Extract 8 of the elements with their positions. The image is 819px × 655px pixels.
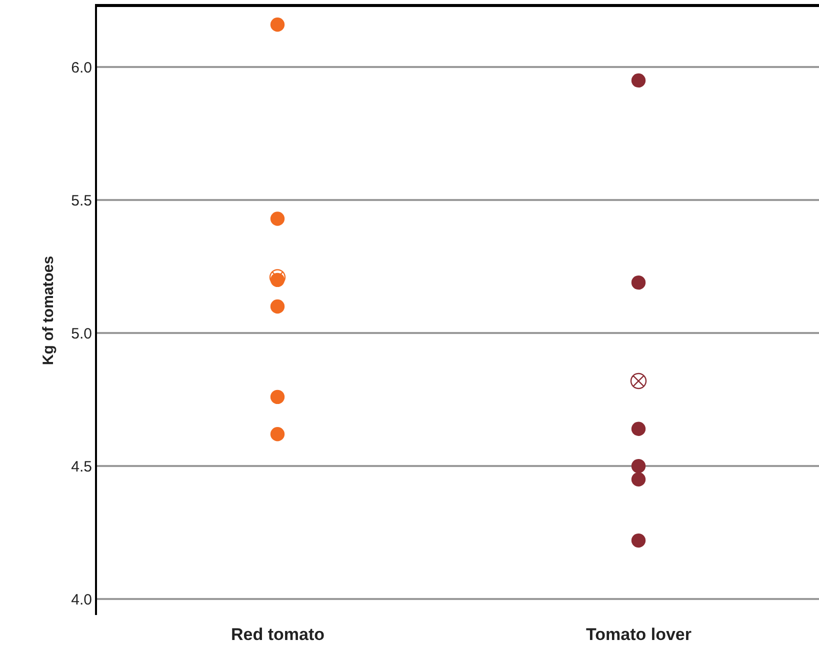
y-tick-label: 4.5 <box>71 458 92 476</box>
y-tick-label: 4.0 <box>71 591 92 608</box>
x-tick-label: Tomato lover <box>586 625 692 644</box>
x-tick-label: Red tomato <box>231 625 324 644</box>
y-tick-label: 6.0 <box>71 59 92 76</box>
y-axis-title: Kg of tomatoes <box>40 256 57 366</box>
y-tick-label: 5.0 <box>71 325 92 342</box>
y-tick-label: 5.5 <box>71 192 92 210</box>
